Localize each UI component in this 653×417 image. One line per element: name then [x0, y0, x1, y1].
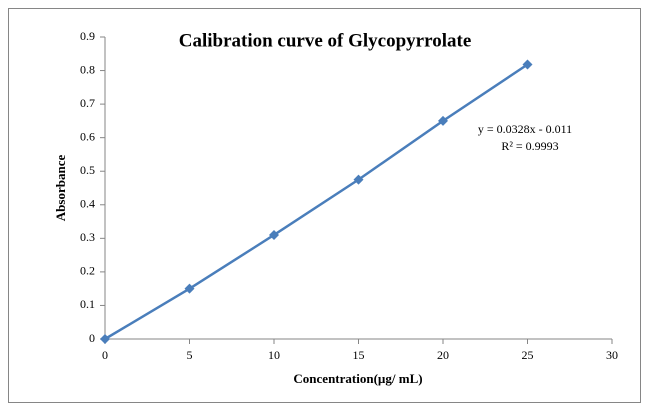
annotation: R² = 0.9993 [501, 139, 558, 153]
series-line [104, 63, 529, 341]
x-tick-label: 10 [268, 348, 280, 362]
y-tick-label: 0.6 [80, 129, 95, 143]
x-tick-label: 30 [606, 348, 618, 362]
y-tick-label: 0.3 [80, 230, 95, 244]
y-tick-label: 0.4 [80, 197, 95, 211]
x-tick-label: 25 [522, 348, 534, 362]
y-tick-label: 0.5 [80, 163, 95, 177]
y-tick-label: 0.7 [80, 96, 95, 110]
x-tick-label: 0 [102, 348, 108, 362]
x-tick-label: 20 [437, 348, 449, 362]
x-tick-label: 15 [353, 348, 365, 362]
data-point [269, 229, 279, 240]
data-point [522, 59, 533, 70]
annotation: y = 0.0328x - 0.011 [478, 122, 572, 136]
y-tick-label: 0 [89, 331, 95, 345]
chart-border [8, 8, 641, 403]
data-point [184, 283, 195, 294]
y-tick-label: 0.9 [80, 29, 95, 43]
y-tick-label: 0.8 [80, 62, 95, 76]
y-axis-label: Absorbance [53, 155, 68, 222]
y-tick-label: 0.1 [80, 297, 95, 311]
x-tick-label: 5 [187, 348, 193, 362]
data-point [100, 334, 110, 344]
data-point [353, 174, 364, 185]
data-point [438, 115, 448, 126]
chart-title: Calibration curve of Glycopyrrolate [179, 30, 472, 51]
y-tick-label: 0.2 [80, 264, 95, 278]
x-axis-label: Concentration(µg/ mL) [293, 371, 422, 386]
